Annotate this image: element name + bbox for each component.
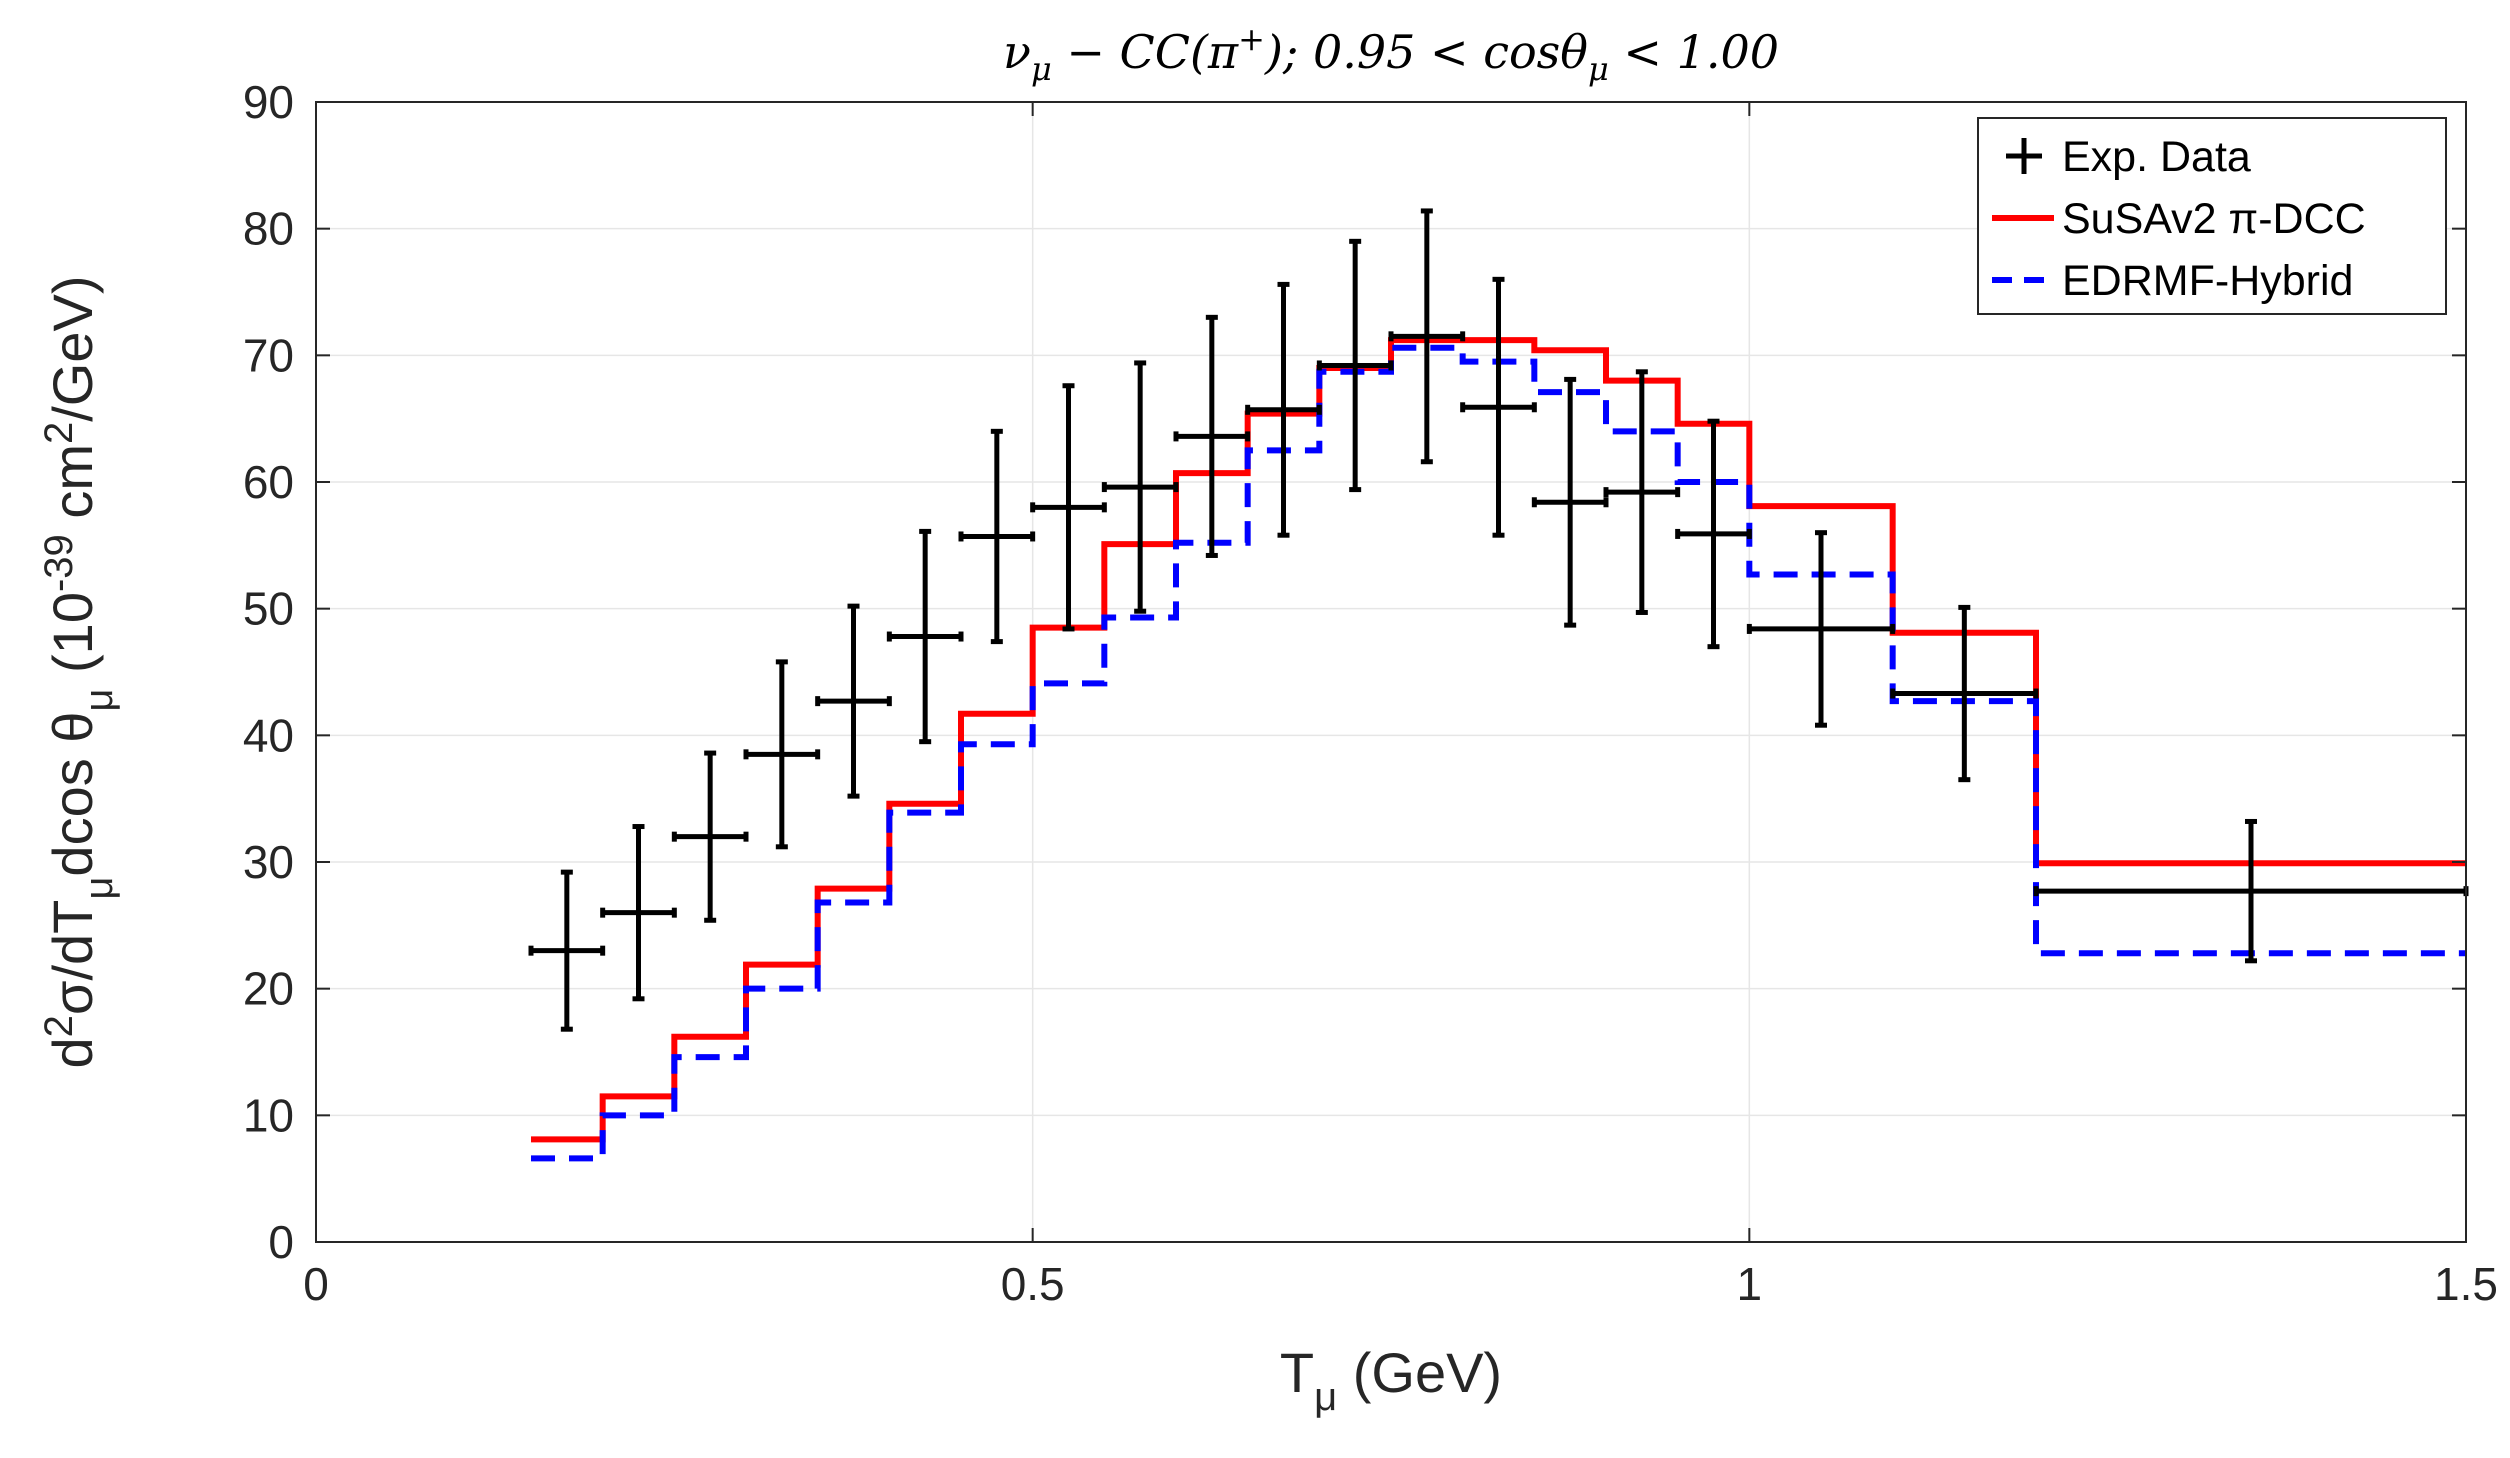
ylabel-p5: cm: [41, 444, 104, 534]
x-axis-label: Tμ (GeV): [1280, 1341, 1502, 1419]
axes-box: [315, 101, 2467, 1243]
ylabel-p4: (10: [41, 592, 104, 689]
legend-label-0: Exp. Data: [2062, 133, 2251, 181]
legend-label-1: SuSAv2 π-DCC: [2062, 195, 2366, 243]
title-mid: − CC(π: [1052, 25, 1239, 79]
legend: Exp. Data SuSAv2 π-DCC EDRMF-Hybrid: [1977, 117, 2447, 315]
ylabel-p6: /GeV): [41, 275, 104, 421]
series-edrmf-hybrid-step: [531, 344, 2466, 1162]
xlabel-sub: μ: [1314, 1375, 1337, 1419]
y-tick-label-9: 90: [243, 76, 294, 128]
data-point-4: [815, 603, 892, 799]
ylabel-p1-sup: 2: [37, 1015, 81, 1037]
legend-box: [1977, 117, 2447, 315]
title-rest: ); 0.95 < cosθ: [1264, 25, 1588, 79]
title-nu: ν: [1003, 25, 1031, 79]
data-point-14: [1531, 376, 1609, 628]
ylabel-p4-sup: -39: [37, 534, 81, 592]
ylabel-p3: dcos θ: [41, 712, 104, 877]
legend-items: Exp. Data SuSAv2 π-DCC EDRMF-Hybrid: [1992, 133, 2366, 305]
data-point-2: [671, 750, 749, 923]
legend-item-0: Exp. Data: [2006, 133, 2251, 181]
y-tick-label-4: 40: [243, 709, 294, 761]
data-point-7: [1030, 383, 1107, 632]
data-point-0: [528, 869, 606, 1032]
y-tick-label-2: 20: [243, 963, 294, 1015]
legend-label-2: EDRMF-Hybrid: [2062, 257, 2353, 305]
data-point-17: [1746, 530, 1896, 728]
data-point-19: [2033, 818, 2469, 964]
ylabel-p2-sub: μ: [77, 877, 121, 900]
series-susav2-dcc-step: [531, 337, 2466, 1143]
data-point-11: [1316, 238, 1394, 493]
xlabel-main: T: [1280, 1341, 1314, 1404]
data-point-12: [1388, 208, 1466, 465]
data-point-18: [1890, 604, 2039, 783]
title-sup: +: [1238, 20, 1265, 58]
chart-title: νμ − CC(π+); 0.95 < cosθμ < 1.00: [1003, 20, 1779, 88]
data-point-3: [743, 659, 821, 850]
ylabel-p3-sub: μ: [77, 689, 121, 712]
data-point-1: [600, 824, 677, 1002]
data-point-16: [1675, 418, 1752, 650]
legend-item-2: EDRMF-Hybrid: [1992, 257, 2353, 305]
data-point-13: [1460, 276, 1537, 538]
data-point-6: [958, 428, 1036, 645]
x-tick-label-3: 1.5: [2434, 1258, 2498, 1310]
data-point-10: [1245, 281, 1322, 538]
xlabel-rest: (GeV): [1337, 1341, 1502, 1404]
x-tick-label-2: 1: [1737, 1258, 1763, 1310]
legend-item-1: SuSAv2 π-DCC: [1992, 195, 2366, 243]
x-tick-label-0: 0: [303, 1258, 329, 1310]
plot-area: [528, 208, 2469, 1162]
x-tick-label-1: 0.5: [1001, 1258, 1065, 1310]
ticks: 0 0.5 1 1.5 0 10 20 30 40 50 60 70 80 90: [243, 76, 2498, 1310]
y-tick-label-0: 0: [268, 1216, 294, 1268]
ylabel-p5-sup: 2: [37, 422, 81, 444]
data-point-15: [1603, 369, 1681, 615]
ylabel-p1: d: [41, 1037, 104, 1068]
y-tick-label-7: 70: [243, 329, 294, 381]
title-end: < 1.00: [1609, 25, 1779, 79]
y-tick-label-1: 10: [243, 1089, 294, 1141]
y-tick-label-5: 50: [243, 583, 294, 635]
title-mu-sub: μ: [1588, 50, 1609, 88]
data-point-5: [886, 528, 964, 745]
y-tick-label-8: 80: [243, 203, 294, 255]
title-nu-sub: μ: [1031, 50, 1052, 88]
y-tick-label-6: 60: [243, 456, 294, 508]
y-axis-label: d2σ/dTμdcos θμ (10-39 cm2/GeV): [37, 275, 121, 1068]
ylabel-p2: σ/dT: [41, 900, 104, 1015]
data-point-9: [1173, 314, 1251, 558]
y-tick-label-3: 30: [243, 836, 294, 888]
data-point-8: [1101, 360, 1179, 614]
